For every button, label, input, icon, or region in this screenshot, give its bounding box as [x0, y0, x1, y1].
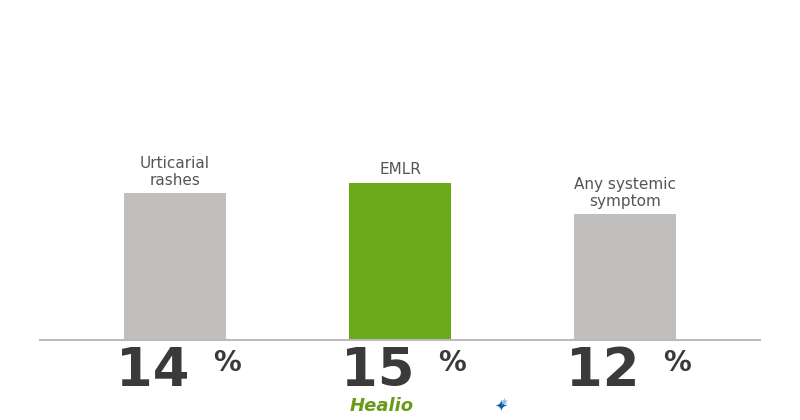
Text: Any systemic
symptom: Any systemic symptom [574, 176, 676, 209]
Bar [124, 193, 226, 340]
Text: Healio: Healio [350, 396, 414, 415]
Text: %: % [214, 349, 241, 377]
Text: %: % [663, 349, 691, 377]
Text: 15: 15 [341, 344, 414, 396]
Text: EMLR: EMLR [379, 163, 421, 178]
Text: ✦: ✦ [494, 398, 507, 413]
Bar [350, 183, 450, 340]
Text: 12: 12 [566, 344, 639, 396]
Text: 14: 14 [116, 344, 189, 396]
Text: Urticarial
rashes: Urticarial rashes [140, 155, 210, 188]
Text: %: % [438, 349, 466, 377]
Text: amoxicillin-associated reactions:: amoxicillin-associated reactions: [213, 71, 587, 89]
Text: ★: ★ [499, 397, 508, 407]
Bar [574, 214, 676, 340]
Text: ED/UC reutilization rates among patients with: ED/UC reutilization rates among patients… [138, 29, 662, 48]
